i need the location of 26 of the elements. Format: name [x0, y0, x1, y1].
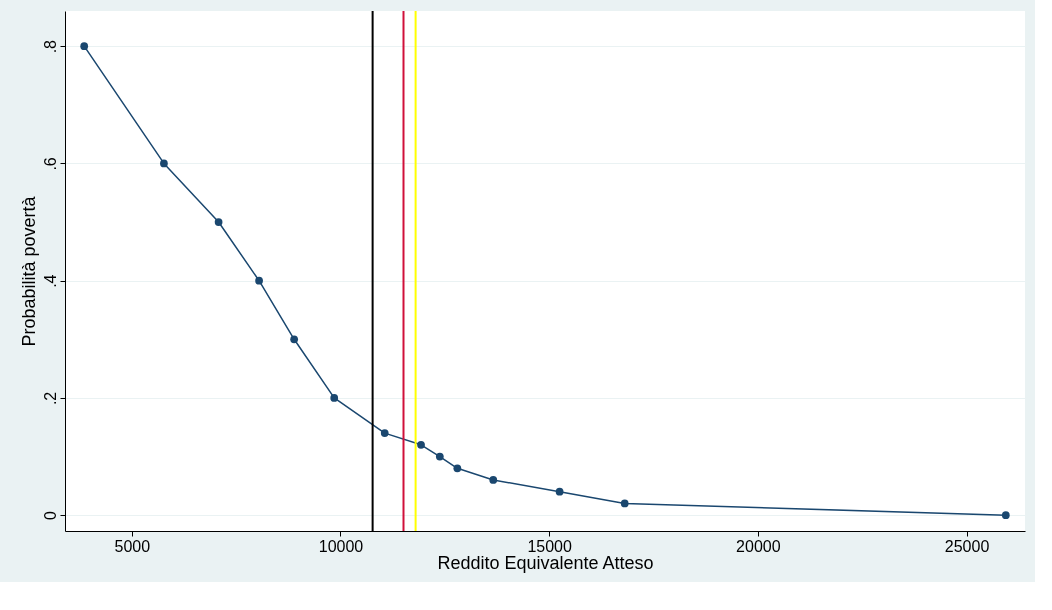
point [290, 335, 299, 344]
y-tick-label: .8 [41, 39, 59, 54]
point [255, 276, 263, 285]
point [435, 452, 444, 461]
point [1001, 511, 1010, 520]
y-tick-label: .6 [41, 157, 59, 171]
y-tick-label: .4 [41, 274, 59, 288]
point [214, 218, 223, 226]
x-tick-label: 5000 [114, 537, 151, 555]
point [330, 394, 339, 402]
x-axis-title: Reddito Equivalente Atteso [437, 552, 654, 573]
y-tick-label: .2 [41, 391, 59, 406]
point [489, 476, 498, 484]
x-tick-label: 15000 [527, 537, 573, 555]
point [555, 487, 564, 496]
y-axis-title: Probabilità povertà [18, 195, 39, 347]
point [620, 499, 629, 508]
x-tick-label: 10000 [318, 537, 364, 555]
point [160, 159, 168, 168]
point [453, 464, 462, 473]
point [417, 440, 425, 449]
point [380, 429, 389, 437]
y-tick-label: 0 [41, 511, 59, 521]
point [80, 42, 89, 51]
x-tick-label: 20000 [736, 537, 781, 555]
x-tick-label: 25000 [944, 537, 990, 555]
